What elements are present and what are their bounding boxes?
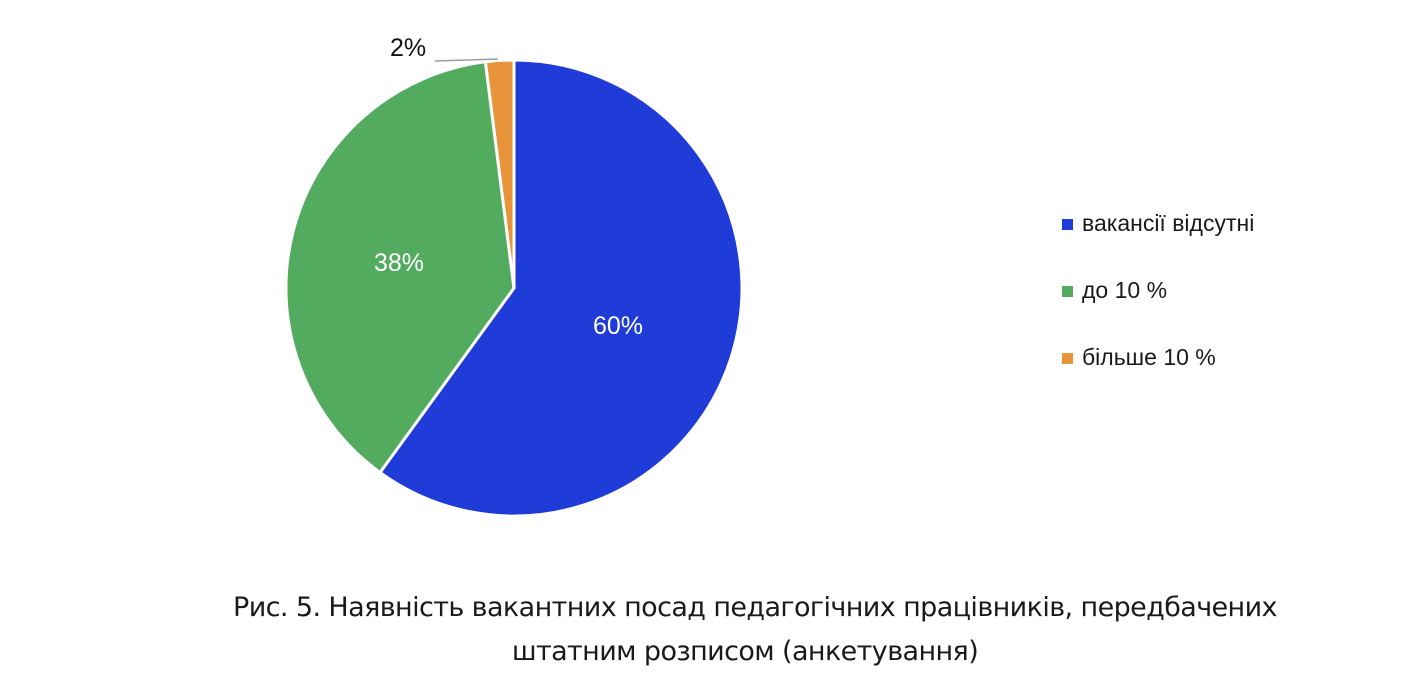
slice-vacancies-absent (377, 58, 744, 518)
legend: вакансії відсутні до 10 % більше 10 % (1062, 206, 1254, 407)
pie-chart: 2% 38% 60% (284, 34, 744, 518)
legend-swatch-blue (1062, 218, 1073, 230)
legend-label: більше 10 % (1082, 343, 1216, 370)
label-blue: 60% (593, 312, 643, 340)
slice-more-than-10 (483, 58, 516, 289)
slice-up-to-10 (284, 60, 516, 475)
label-orange: 2% (390, 34, 426, 62)
legend-item-vacancies-absent: вакансії відсутні (1062, 206, 1254, 240)
legend-item-up-to-10: до 10 % (1062, 273, 1254, 307)
legend-swatch-orange (1062, 352, 1073, 364)
legend-label: до 10 % (1082, 276, 1168, 303)
legend-swatch-green (1062, 285, 1073, 297)
caption-line-2: штатним розписом (анкетування) (511, 636, 979, 667)
figure-caption: Рис. 5. Наявність вакантних посад педаго… (0, 586, 1410, 674)
caption-line-1: Рис. 5. Наявність вакантних посад педаго… (233, 592, 1278, 623)
legend-label: вакансії відсутні (1082, 209, 1255, 236)
label-green: 38% (374, 249, 424, 277)
pie (284, 58, 744, 518)
leader-line (434, 58, 499, 62)
legend-item-more-than-10: більше 10 % (1062, 340, 1254, 374)
